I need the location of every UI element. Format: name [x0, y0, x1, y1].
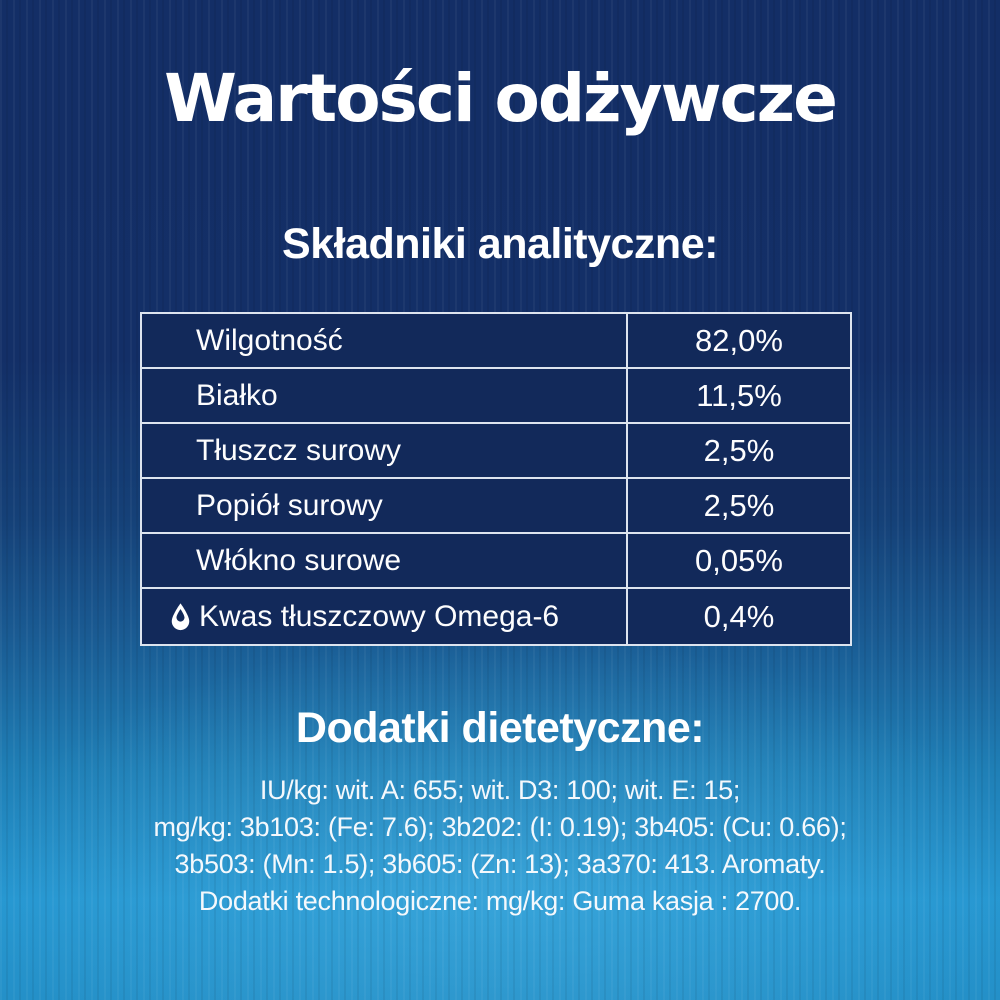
analytical-heading: Składniki analityczne: [282, 220, 718, 268]
row-value: 11,5% [626, 369, 850, 422]
row-value: 2,5% [626, 424, 850, 477]
additives-line: IU/kg: wit. A: 655; wit. D3: 100; wit. E… [259, 775, 741, 805]
table-row: Włókno surowe 0,05% [142, 534, 850, 589]
row-value: 82,0% [626, 314, 850, 367]
additives-heading: Dodatki dietetyczne: [295, 704, 705, 752]
row-label-text: Kwas tłuszczowy Omega-6 [199, 599, 560, 633]
additives-line: mg/kg: 3b103: (Fe: 7.6); 3b202: (I: 0.19… [153, 812, 847, 842]
table-row: Tłuszcz surowy 2,5% [142, 424, 850, 479]
table-row: Popiół surowy 2,5% [142, 479, 850, 534]
row-value: 0,4% [626, 589, 850, 644]
additives-line: Dodatki technologiczne: mg/kg: Guma kasj… [198, 886, 802, 916]
table-row: Kwas tłuszczowy Omega-6 0,4% [142, 589, 850, 644]
additives-paragraph: IU/kg: wit. A: 655; wit. D3: 100; wit. E… [50, 772, 950, 920]
droplet-icon [171, 603, 190, 631]
row-label: Popiół surowy [196, 488, 383, 522]
row-value: 2,5% [626, 479, 850, 532]
analytical-table: Wilgotność 82,0% Białko 11,5% Tłuszcz su… [140, 312, 852, 646]
row-label: Tłuszcz surowy [196, 433, 402, 467]
row-value: 0,05% [626, 534, 850, 587]
table-row: Wilgotność 82,0% [142, 314, 850, 369]
row-label: Wilgotność [196, 323, 343, 357]
page-title: Wartości odżywcze [164, 60, 838, 137]
row-label: Białko [196, 378, 278, 412]
table-row: Białko 11,5% [142, 369, 850, 424]
row-label: Włókno surowe [196, 543, 402, 577]
row-label: Kwas tłuszczowy Omega-6 [142, 589, 626, 644]
additives-line: 3b503: (Mn: 1.5); 3b605: (Zn: 13); 3a370… [174, 849, 826, 879]
